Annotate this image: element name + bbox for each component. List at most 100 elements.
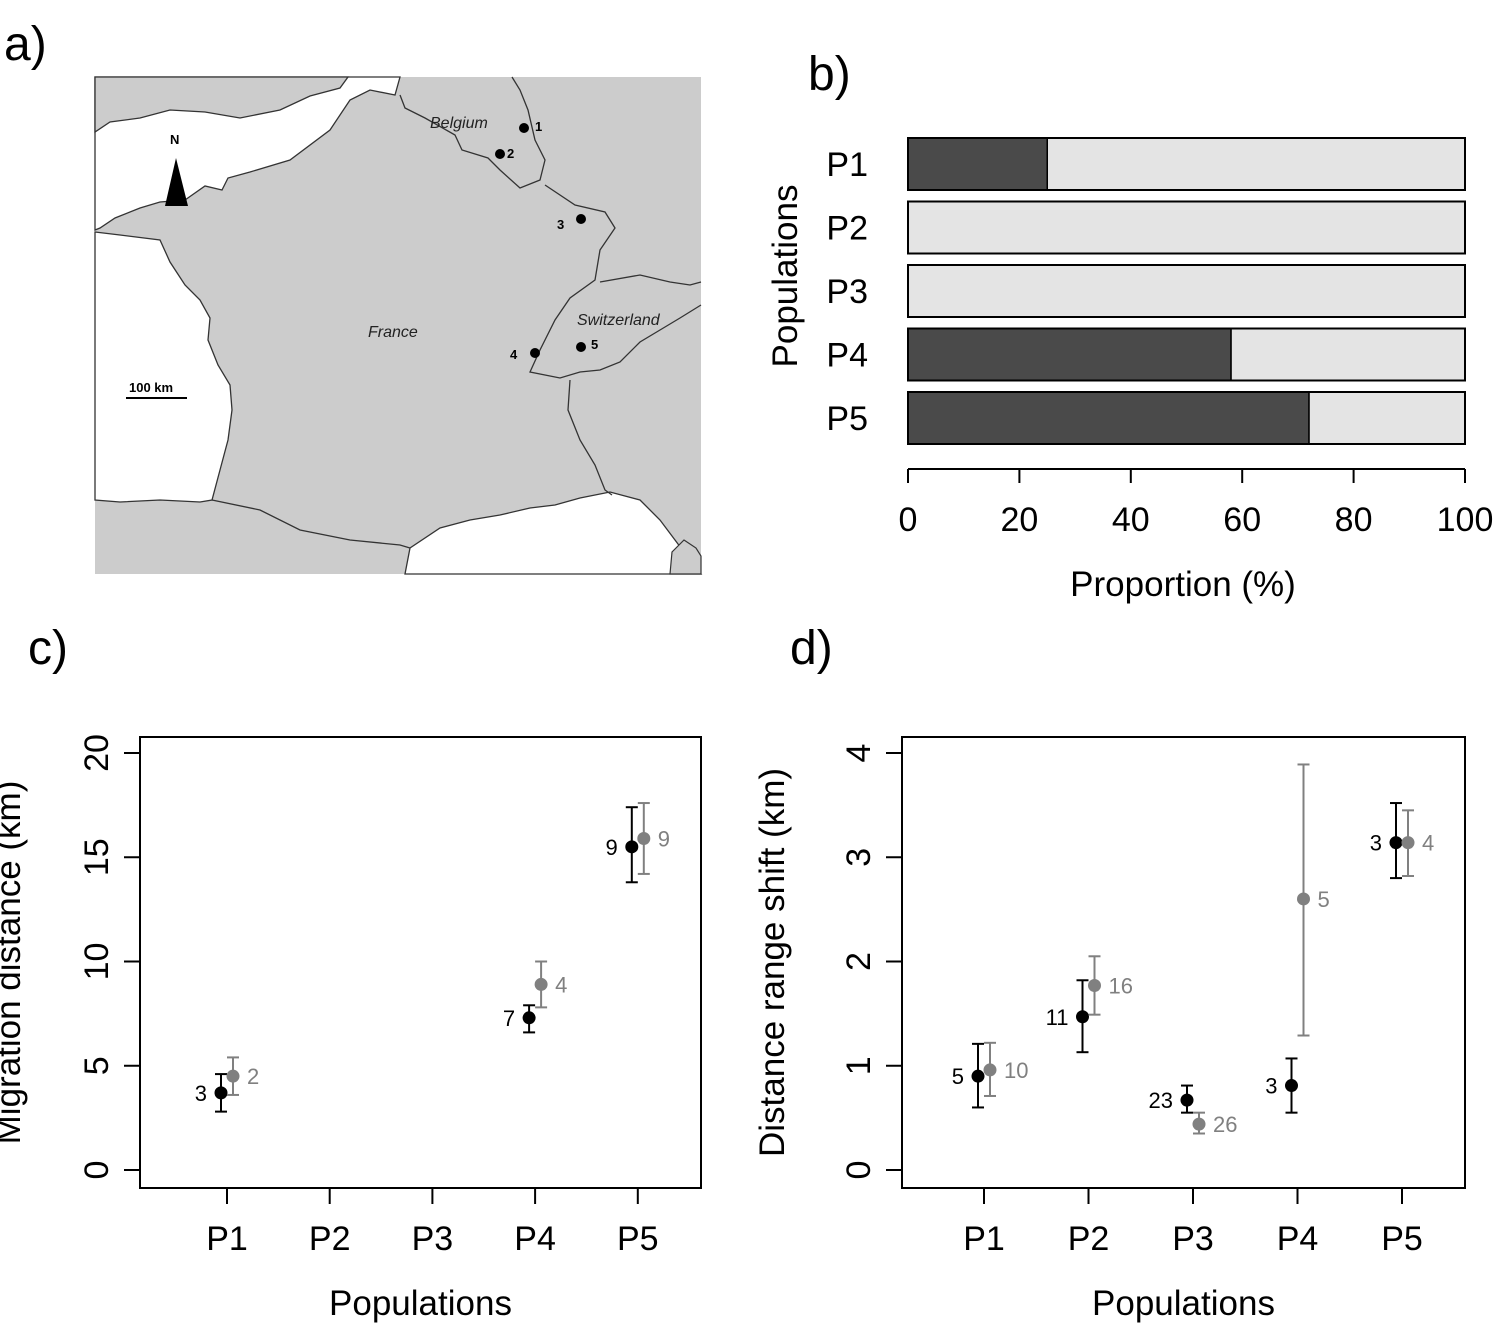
x-tick-label: 0: [899, 501, 918, 539]
map-border-east: [529, 184, 702, 379]
sample-size-label: 5: [1318, 887, 1330, 912]
point-black-p4: [522, 1011, 536, 1025]
bar-outline-p3: [907, 264, 1466, 318]
point-grey-p1: [226, 1069, 240, 1083]
x-tick-label: P3: [412, 1220, 454, 1258]
sample-size-label: 3: [195, 1081, 207, 1106]
sample-size-label: 4: [555, 972, 567, 997]
point-grey-p4: [1297, 892, 1310, 906]
site-label-2: 2: [507, 146, 514, 161]
y-tick-label: 15: [78, 838, 116, 876]
point-black-p4: [1285, 1079, 1298, 1093]
site-label-1: 1: [535, 119, 542, 134]
map-england: [94, 76, 350, 134]
x-axis-title: Proportion (%): [1070, 565, 1296, 604]
x-tick-label: P4: [1277, 1220, 1319, 1258]
bar-category-label: P3: [826, 273, 868, 311]
map-border-switzerland: [599, 274, 702, 286]
point-black-p1: [214, 1086, 228, 1100]
sample-size-label: 2: [247, 1064, 259, 1089]
north-label: N: [170, 132, 179, 147]
site-marker-5: [576, 342, 586, 352]
plot-frame: [901, 736, 1466, 1189]
bar-category-label: P5: [826, 400, 868, 438]
sample-size-label: 4: [1422, 831, 1434, 856]
site-marker-4: [530, 348, 540, 358]
map-border-italy: [567, 379, 613, 496]
point-grey-p3: [1192, 1117, 1206, 1131]
y-axis-title: Migration distance (km): [0, 781, 28, 1145]
site-marker-1: [519, 123, 529, 133]
bar-category-label: P2: [826, 210, 868, 248]
y-tick-label: 10: [78, 943, 116, 981]
map-border-spain: [211, 499, 411, 549]
bar-category-label: P4: [826, 337, 868, 375]
x-axis-title: Populations: [1092, 1284, 1275, 1323]
map-island: [669, 539, 702, 575]
map-border-belgium: [399, 76, 546, 189]
bar-p1-light: [1046, 137, 1466, 191]
sample-size-label: 5: [952, 1064, 964, 1089]
bar-p3-light: [907, 264, 1466, 318]
x-axis-title: Populations: [329, 1284, 512, 1323]
x-tick-label: P4: [514, 1220, 556, 1258]
sample-size-label: 23: [1149, 1088, 1173, 1113]
y-tick-label: 0: [78, 1161, 116, 1180]
bar-p4-dark: [907, 327, 1232, 382]
map-panel: N 100 km Belgium France Switzerland 1 2 …: [94, 76, 703, 575]
bar-p1-dark: [907, 137, 1048, 191]
plot-frame: [139, 736, 702, 1189]
bar-p2-light: [907, 200, 1466, 255]
site-marker-3: [576, 214, 586, 224]
point-black-p3: [1180, 1093, 1194, 1107]
x-tick-label: P1: [963, 1220, 1005, 1258]
panel-a-label: a): [4, 18, 47, 71]
map-sea-atlantic: [94, 231, 233, 503]
panel-b-label: b): [808, 48, 851, 101]
x-tick-label: P2: [309, 1220, 351, 1258]
sample-size-label: 9: [606, 835, 618, 860]
y-axis-title: Populations: [766, 185, 805, 368]
point-grey-p5: [637, 831, 651, 845]
x-tick-label: P5: [617, 1220, 659, 1258]
y-tick-label: 3: [840, 848, 878, 867]
y-tick-label: 1: [840, 1056, 878, 1075]
site-label-4: 4: [510, 347, 518, 362]
y-tick-label: 5: [78, 1056, 116, 1075]
sample-size-label: 3: [1370, 831, 1382, 856]
sample-size-label: 10: [1004, 1058, 1028, 1083]
bar-outline-p1: [907, 137, 1466, 191]
migration-distance-chart: 0 5 10 15 20 P1 P2 P3 P4 P5 Populations Migration d…: [0, 734, 702, 1323]
bar-p5-dark: [907, 391, 1310, 445]
panel-c-label: c): [28, 622, 68, 675]
x-tick-label: P2: [1068, 1220, 1110, 1258]
x-tick-label: P3: [1172, 1220, 1214, 1258]
x-tick-label: 80: [1335, 501, 1373, 539]
sample-size-label: 3: [1265, 1074, 1277, 1099]
y-tick-label: 4: [840, 744, 878, 763]
point-grey-p2: [1088, 978, 1101, 992]
map-label-france: France: [368, 324, 418, 341]
point-grey-p1: [983, 1063, 997, 1077]
y-tick-label: 20: [78, 734, 116, 772]
sample-size-label: 16: [1109, 973, 1133, 998]
bar-outline-p4: [907, 327, 1466, 382]
site-label-5: 5: [591, 337, 598, 352]
sample-size-label: 7: [503, 1006, 515, 1031]
site-label-3: 3: [557, 217, 564, 232]
sample-size-label: 26: [1213, 1112, 1237, 1137]
x-tick-label: P5: [1381, 1220, 1423, 1258]
point-black-p5: [1389, 836, 1403, 850]
x-tick-label: 20: [1000, 501, 1038, 539]
sample-size-label: 9: [658, 826, 670, 851]
y-tick-label: 0: [840, 1161, 878, 1180]
x-tick-label: P1: [206, 1220, 248, 1258]
map-label-switzerland: Switzerland: [577, 312, 661, 329]
point-black-p1: [971, 1069, 985, 1083]
y-tick-label: 2: [840, 952, 878, 971]
x-tick-label: 40: [1112, 501, 1150, 539]
point-grey-p5: [1401, 836, 1415, 850]
y-axis-title: Distance range shift (km): [753, 768, 792, 1157]
